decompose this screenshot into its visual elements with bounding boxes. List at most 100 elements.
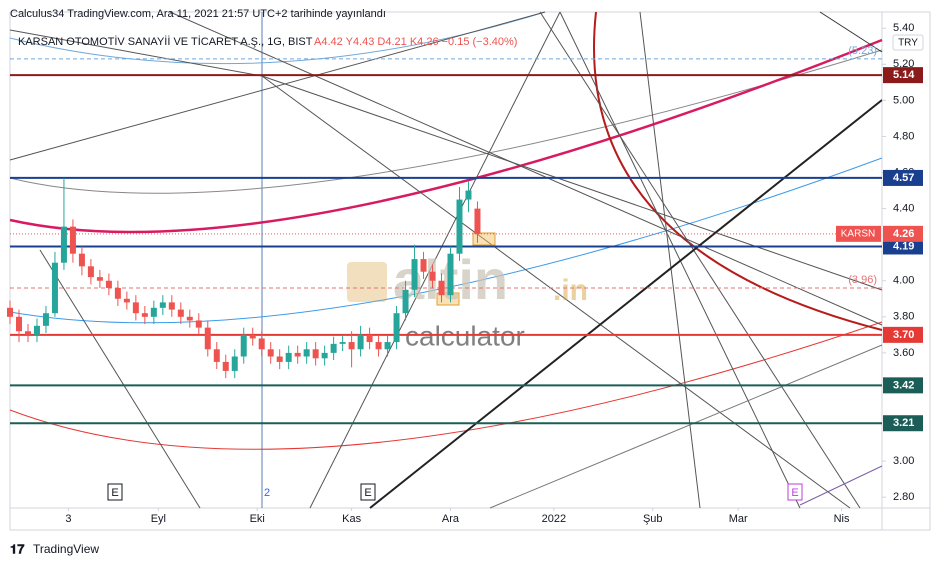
candle-body bbox=[393, 313, 400, 343]
candle-body bbox=[465, 190, 472, 200]
fan-line bbox=[819, 11, 883, 53]
candle-body bbox=[150, 307, 157, 317]
level-label: 5.14 bbox=[893, 69, 915, 81]
y-tick-label: 4.80 bbox=[893, 130, 914, 142]
candle-body bbox=[375, 342, 382, 350]
candle-body bbox=[42, 313, 49, 326]
level-label: (3.96) bbox=[848, 274, 877, 286]
candle-body bbox=[276, 356, 283, 362]
event-marker: 2 bbox=[264, 487, 270, 499]
footer-logo: 𝟏𝟕 bbox=[10, 541, 25, 556]
candle-body bbox=[474, 208, 481, 234]
y-tick-label: 3.80 bbox=[893, 311, 914, 323]
watermark-text: calculator bbox=[405, 320, 525, 351]
footer: TradingView bbox=[33, 542, 99, 556]
candle-body bbox=[366, 334, 373, 343]
candle-body bbox=[159, 302, 166, 308]
x-tick-label: Eki bbox=[250, 513, 265, 525]
symbol-label: KARSN bbox=[841, 228, 875, 239]
x-tick-label: Kas bbox=[342, 513, 361, 525]
candle-body bbox=[258, 338, 265, 350]
arc bbox=[9, 49, 883, 194]
currency-box bbox=[892, 34, 924, 51]
candle-body bbox=[105, 280, 112, 288]
arc bbox=[9, 38, 883, 234]
level-label: 4.19 bbox=[893, 240, 914, 252]
fan-line bbox=[261, 75, 883, 291]
y-tick-label: 4.00 bbox=[893, 275, 914, 287]
level-label: (5.23) bbox=[848, 45, 877, 57]
level-badge bbox=[883, 67, 923, 84]
x-tick-label: Ara bbox=[442, 513, 460, 525]
candle-body bbox=[339, 342, 346, 344]
fan-line bbox=[9, 29, 263, 77]
fan-line bbox=[9, 11, 546, 161]
candle-body bbox=[420, 259, 427, 272]
time-axis bbox=[9, 507, 931, 531]
fan-line bbox=[489, 344, 883, 509]
candle-body bbox=[186, 316, 193, 321]
candle-body bbox=[213, 349, 220, 362]
x-tick-label: Mar bbox=[729, 513, 748, 525]
candle-body bbox=[348, 342, 355, 350]
arc bbox=[9, 157, 883, 324]
price-badge bbox=[883, 225, 923, 242]
event-box bbox=[107, 483, 123, 501]
candle-body bbox=[384, 342, 391, 350]
fan-line bbox=[261, 75, 851, 509]
x-tick-label: Şub bbox=[643, 513, 663, 525]
y-tick-label: 5.40 bbox=[893, 22, 914, 34]
arc bbox=[9, 321, 883, 450]
fan-line bbox=[539, 11, 861, 509]
candle-body bbox=[330, 343, 337, 353]
level-badge bbox=[883, 415, 923, 432]
candle-body bbox=[312, 349, 319, 359]
candle-body bbox=[447, 253, 454, 296]
candle-body bbox=[303, 349, 310, 357]
chart-title: KARSAN OTOMOTİV SANAYİİ VE TİCARET A.Ş.,… bbox=[18, 35, 313, 48]
candle-body bbox=[321, 352, 328, 359]
candle-body bbox=[69, 226, 76, 254]
x-tick-label: 3 bbox=[65, 513, 71, 525]
fan-line bbox=[309, 11, 561, 509]
fan-line bbox=[799, 465, 883, 506]
fan-line bbox=[39, 249, 201, 509]
candle-body bbox=[240, 334, 247, 357]
level-badge bbox=[883, 169, 923, 186]
candle-body bbox=[204, 327, 211, 350]
candle-body bbox=[24, 331, 31, 335]
candle-body bbox=[285, 352, 292, 362]
event-box bbox=[787, 483, 803, 501]
event-marker: E bbox=[364, 487, 371, 499]
candle-body bbox=[357, 334, 364, 350]
watermark-logo bbox=[347, 262, 387, 302]
symbol-badge bbox=[836, 225, 881, 242]
ohlc-legend: A4.42 Y4.43 D4.21 K4.26 −0.15 (−3.40%) bbox=[314, 36, 517, 48]
fan-line bbox=[169, 11, 883, 326]
fan-line bbox=[369, 99, 883, 509]
candle-body bbox=[249, 334, 256, 339]
event-box bbox=[360, 483, 376, 501]
y-tick-label: 5.00 bbox=[893, 94, 914, 106]
level-label: 3.42 bbox=[893, 379, 914, 391]
candle-body bbox=[456, 199, 463, 254]
candle-body bbox=[132, 302, 139, 314]
level-label: 3.70 bbox=[893, 329, 914, 341]
candle-body bbox=[123, 298, 130, 303]
candle-body bbox=[411, 259, 418, 290]
y-tick-label: 4.40 bbox=[893, 203, 914, 215]
event-marker: E bbox=[791, 487, 798, 499]
level-badge bbox=[883, 326, 923, 343]
candle-body bbox=[33, 325, 40, 335]
level-badge bbox=[883, 238, 923, 255]
candle-body bbox=[78, 253, 85, 267]
candle-body bbox=[15, 316, 22, 332]
candle-body bbox=[177, 309, 184, 317]
x-tick-label: Nis bbox=[834, 513, 850, 525]
level-label: 3.21 bbox=[893, 417, 914, 429]
watermark-text: .in bbox=[553, 274, 588, 307]
candle-body bbox=[60, 226, 67, 263]
level-label: 4.57 bbox=[893, 172, 914, 184]
candle-body bbox=[141, 313, 148, 317]
